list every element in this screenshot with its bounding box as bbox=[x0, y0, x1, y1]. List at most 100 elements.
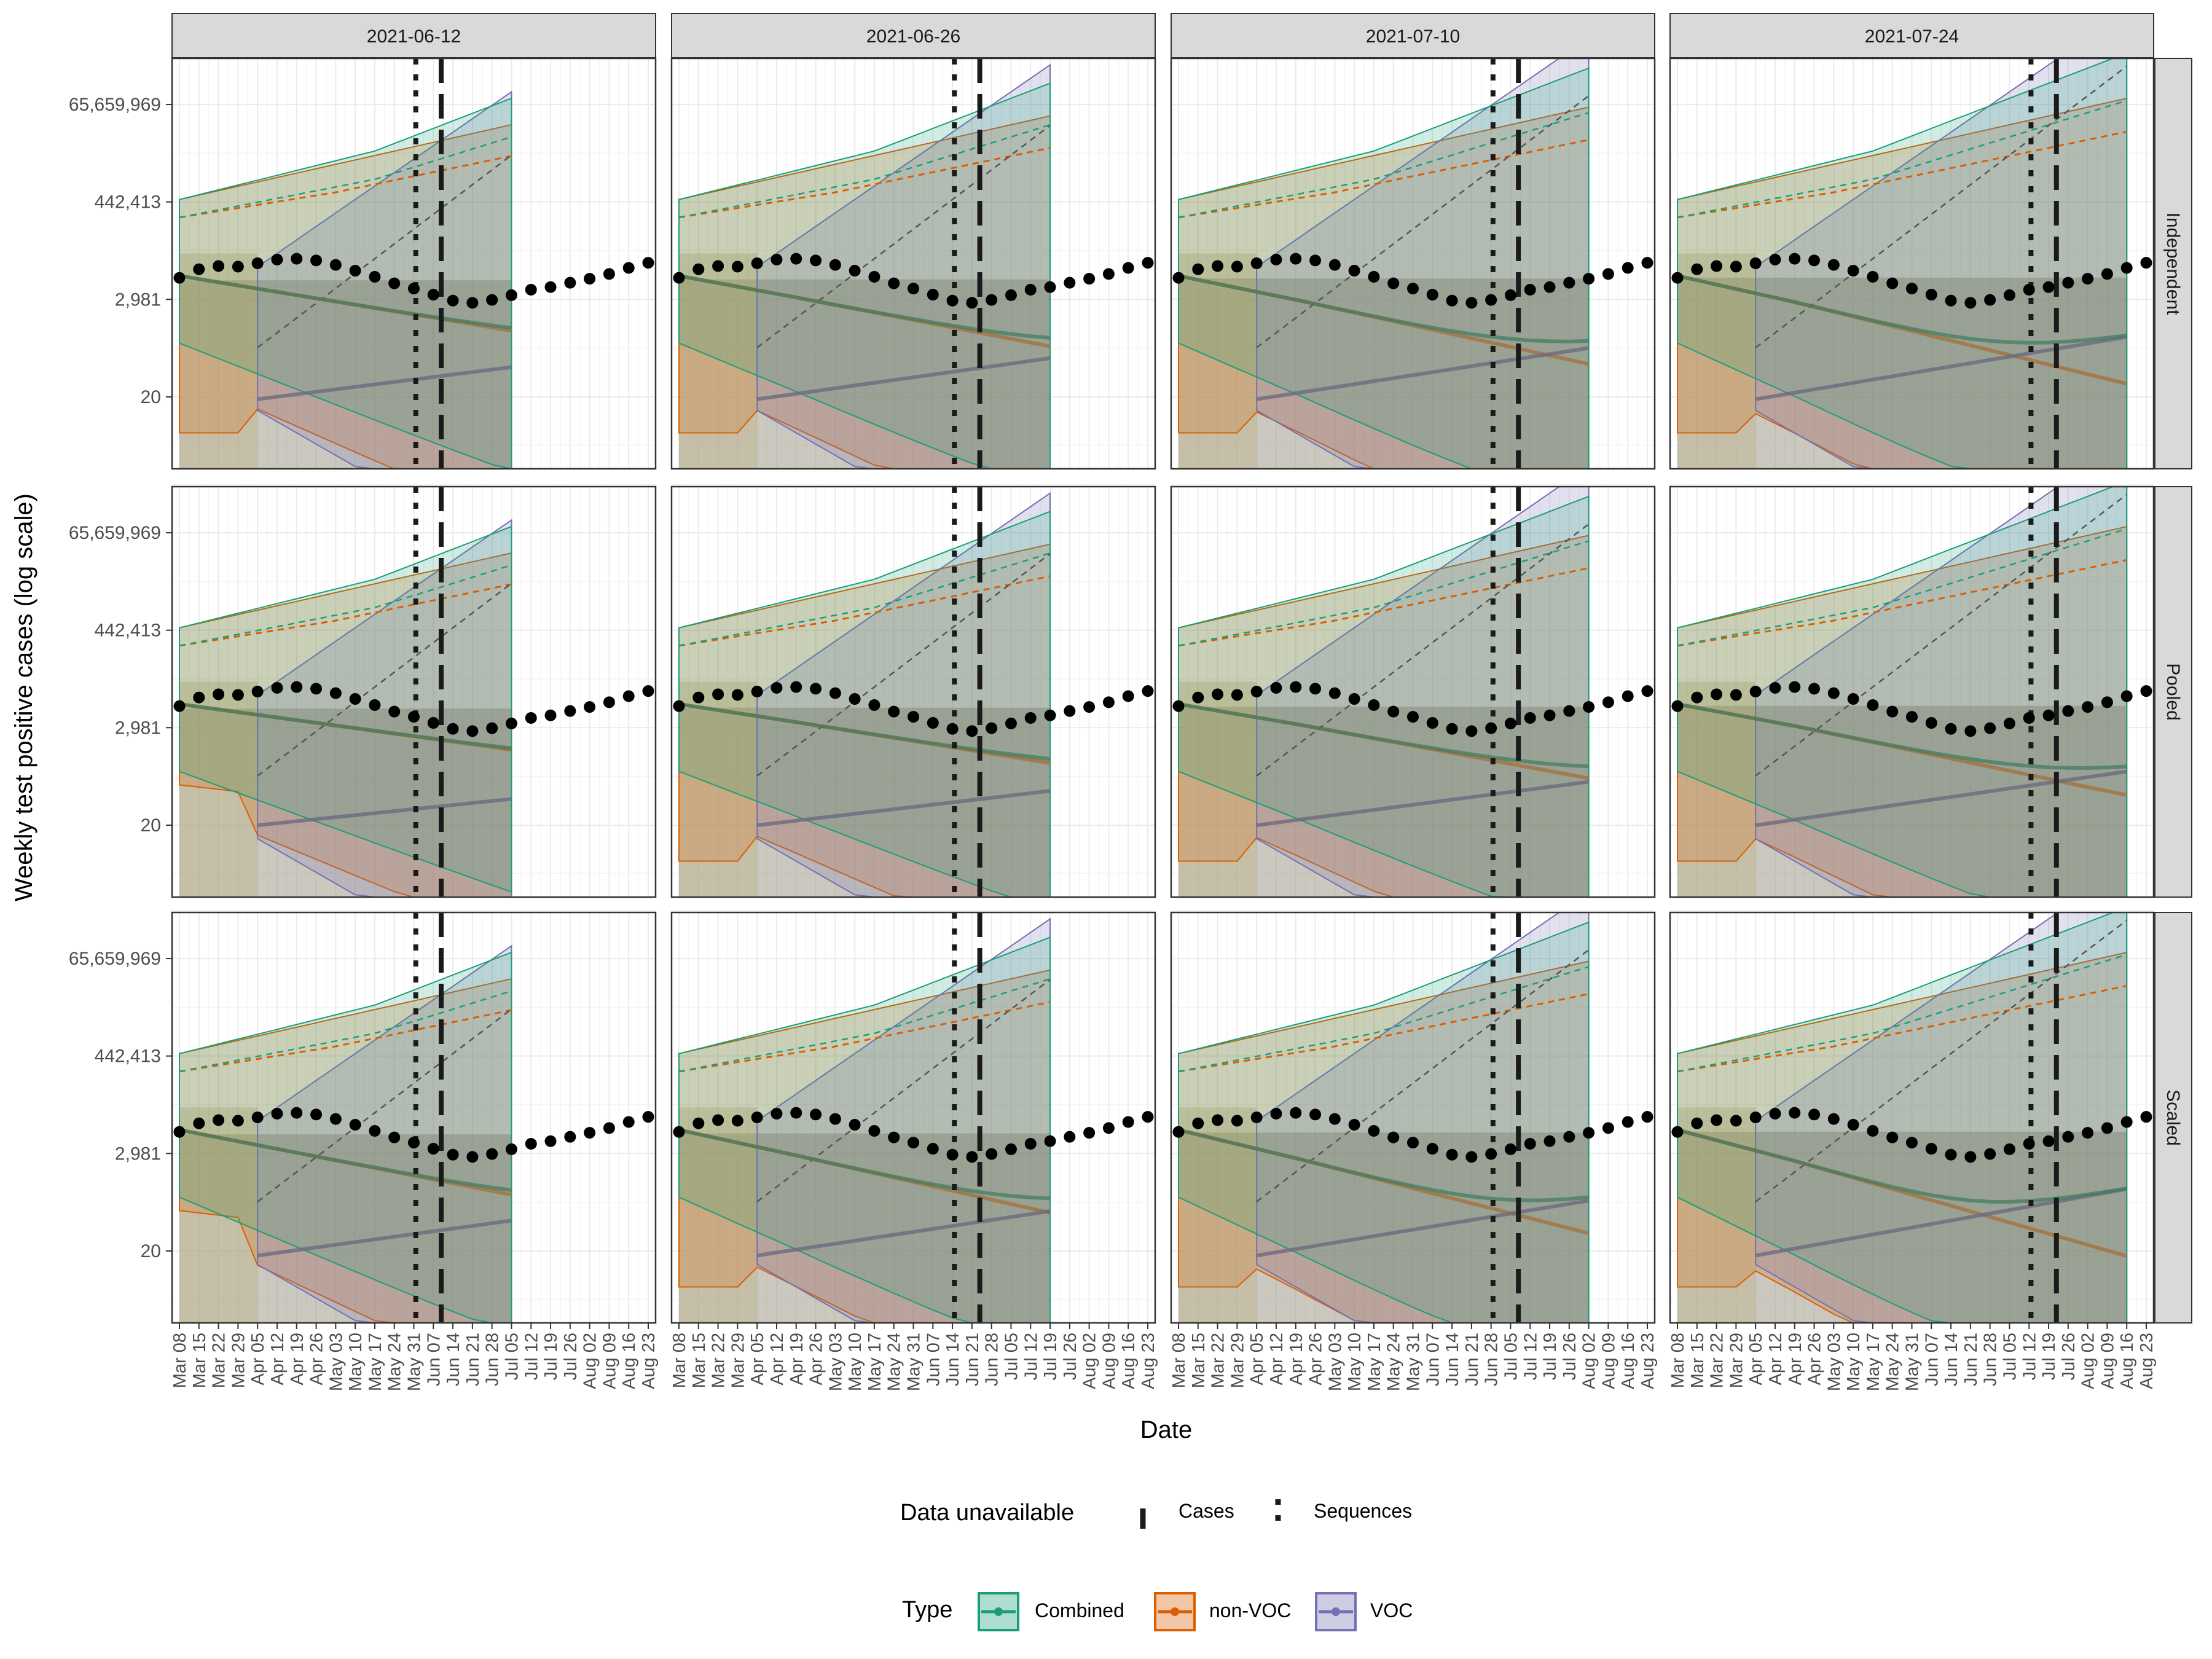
observed-point-jun-07 bbox=[1426, 1143, 1438, 1155]
observed-point-jun-07 bbox=[1426, 289, 1438, 301]
observed-point-may-10 bbox=[1348, 1119, 1360, 1131]
observed-point-aug-23 bbox=[1641, 1111, 1653, 1123]
x-tick-label: Apr 05 bbox=[1247, 1333, 1267, 1385]
observed-point-may-10 bbox=[349, 1119, 361, 1131]
observed-point-jun-21 bbox=[1964, 725, 1977, 737]
observed-point-may-31 bbox=[908, 711, 919, 723]
observed-point-may-10 bbox=[349, 693, 361, 705]
voc-upper-quantile bbox=[257, 154, 512, 348]
observed-point-jul-26 bbox=[2062, 1131, 2074, 1143]
observed-point-may-31 bbox=[1407, 283, 1419, 295]
observed-points bbox=[1172, 253, 1653, 309]
observed-point-apr-19 bbox=[1789, 681, 1801, 693]
x-tick-label: Apr 26 bbox=[1306, 1333, 1326, 1385]
observed-point-jun-07 bbox=[427, 717, 439, 729]
observed-point-aug-16 bbox=[1622, 690, 1634, 702]
y-tick-label: 442,413 bbox=[95, 192, 161, 213]
observed-point-apr-26 bbox=[310, 254, 323, 267]
combined-median bbox=[1677, 273, 2127, 345]
panel-plot-area bbox=[1172, 58, 1653, 469]
observed-point-may-10 bbox=[1348, 265, 1360, 277]
observed-point-jun-07 bbox=[1925, 1143, 1937, 1155]
observed-point-may-17 bbox=[1368, 1124, 1380, 1137]
observed-point-may-10 bbox=[1847, 265, 1859, 277]
facet-panels bbox=[171, 55, 2155, 1324]
panel-pooled-2021-07-24 bbox=[1669, 484, 2155, 898]
observed-point-aug-02 bbox=[584, 701, 596, 713]
observed-point-aug-09 bbox=[2101, 696, 2113, 708]
observed-point-jun-07 bbox=[927, 1143, 939, 1155]
observed-point-aug-09 bbox=[2101, 1122, 2113, 1134]
observed-point-may-31 bbox=[408, 711, 420, 723]
observed-point-jun-21 bbox=[1465, 297, 1478, 309]
observed-point-may-10 bbox=[349, 265, 361, 277]
observed-point-may-17 bbox=[1368, 699, 1380, 711]
observed-point-mar-22 bbox=[1711, 1114, 1723, 1126]
x-tick-label: May 24 bbox=[385, 1333, 405, 1391]
x-tick-label: Jun 21 bbox=[963, 1333, 982, 1386]
panel-plot-area bbox=[173, 58, 654, 469]
x-tick-label: Aug 02 bbox=[2079, 1333, 2098, 1389]
observed-point-may-03 bbox=[1328, 687, 1341, 699]
combined-median bbox=[1677, 1128, 2127, 1204]
observed-point-apr-26 bbox=[810, 683, 822, 695]
x-tick-label: Jul 05 bbox=[1501, 1333, 1521, 1380]
non-voc-upper-quantile bbox=[1677, 984, 2127, 1073]
observed-point-may-24 bbox=[388, 277, 401, 289]
observed-point-apr-05 bbox=[251, 257, 264, 270]
facet-strip-label: Pooled bbox=[2163, 663, 2183, 720]
facet-strip-pooled: Pooled bbox=[2154, 486, 2192, 898]
x-tick-label: Mar 15 bbox=[689, 1333, 709, 1388]
non-voc-upper-quantile bbox=[678, 147, 1051, 219]
observed-point-jun-14 bbox=[447, 1148, 459, 1161]
observed-point-jul-12 bbox=[1524, 1137, 1536, 1150]
observed-point-may-31 bbox=[1407, 1137, 1419, 1149]
observed-point-mar-29 bbox=[1231, 1115, 1243, 1127]
y-tick-label: 20 bbox=[141, 1241, 161, 1261]
non-voc-interval bbox=[1677, 525, 2128, 897]
x-tick-label: Jul 19 bbox=[1041, 1333, 1061, 1380]
panel-border bbox=[1669, 485, 2155, 898]
observed-point-mar-29 bbox=[1231, 689, 1243, 701]
legend-data-unavailable-title: Data unavailable bbox=[900, 1500, 1074, 1526]
observed-point-may-17 bbox=[1368, 270, 1380, 283]
observed-point-mar-29 bbox=[232, 689, 244, 701]
observed-point-apr-26 bbox=[1808, 1108, 1821, 1121]
facet-strip-label: 2021-07-24 bbox=[1865, 26, 1959, 47]
observed-point-may-24 bbox=[1387, 1131, 1400, 1143]
panel-plot-area bbox=[173, 912, 654, 1323]
panel-pooled-2021-07-10 bbox=[1170, 484, 1656, 898]
x-tick-label: Mar 22 bbox=[709, 1333, 729, 1388]
observed-point-apr-26 bbox=[310, 683, 323, 695]
x-tick-label: May 10 bbox=[346, 1333, 366, 1391]
observed-point-may-10 bbox=[1847, 1119, 1859, 1131]
x-tick-label: Jul 26 bbox=[561, 1333, 581, 1380]
observed-point-apr-19 bbox=[291, 1107, 303, 1119]
observed-point-jun-28 bbox=[1485, 722, 1497, 734]
x-tick-label: Aug 16 bbox=[2117, 1333, 2137, 1389]
facet-strip-label: 2021-06-26 bbox=[866, 26, 960, 47]
observed-point-aug-09 bbox=[1602, 696, 1614, 708]
x-tick-label: May 17 bbox=[1864, 1333, 1883, 1391]
observed-points bbox=[1671, 1107, 2152, 1163]
panel-scaled-2021-07-10 bbox=[1170, 909, 1656, 1324]
observed-point-apr-12 bbox=[771, 1107, 783, 1120]
x-tick-label: Jun 28 bbox=[483, 1333, 503, 1386]
legend-combined-label: Combined bbox=[1035, 1599, 1124, 1622]
x-tick-label: Jun 28 bbox=[982, 1333, 1002, 1386]
x-tick-label: Aug 16 bbox=[1618, 1333, 1638, 1389]
x-tick-label: Apr 26 bbox=[307, 1333, 327, 1385]
observed-point-may-31 bbox=[408, 283, 420, 295]
observed-point-jul-19 bbox=[1543, 281, 1556, 293]
x-tick-label: Aug 23 bbox=[639, 1333, 659, 1389]
observed-point-aug-16 bbox=[622, 690, 635, 702]
x-tick-label: Jun 21 bbox=[463, 1333, 483, 1386]
observed-point-may-31 bbox=[908, 283, 919, 295]
voc-median bbox=[1256, 1199, 1590, 1258]
observed-point-mar-22 bbox=[1711, 688, 1723, 700]
x-tick-label: May 31 bbox=[1903, 1333, 1923, 1391]
panel-plot-area bbox=[673, 487, 1154, 897]
observed-point-apr-05 bbox=[1749, 686, 1762, 698]
legend-type-title: Type bbox=[902, 1597, 952, 1623]
observed-point-aug-23 bbox=[642, 257, 654, 269]
